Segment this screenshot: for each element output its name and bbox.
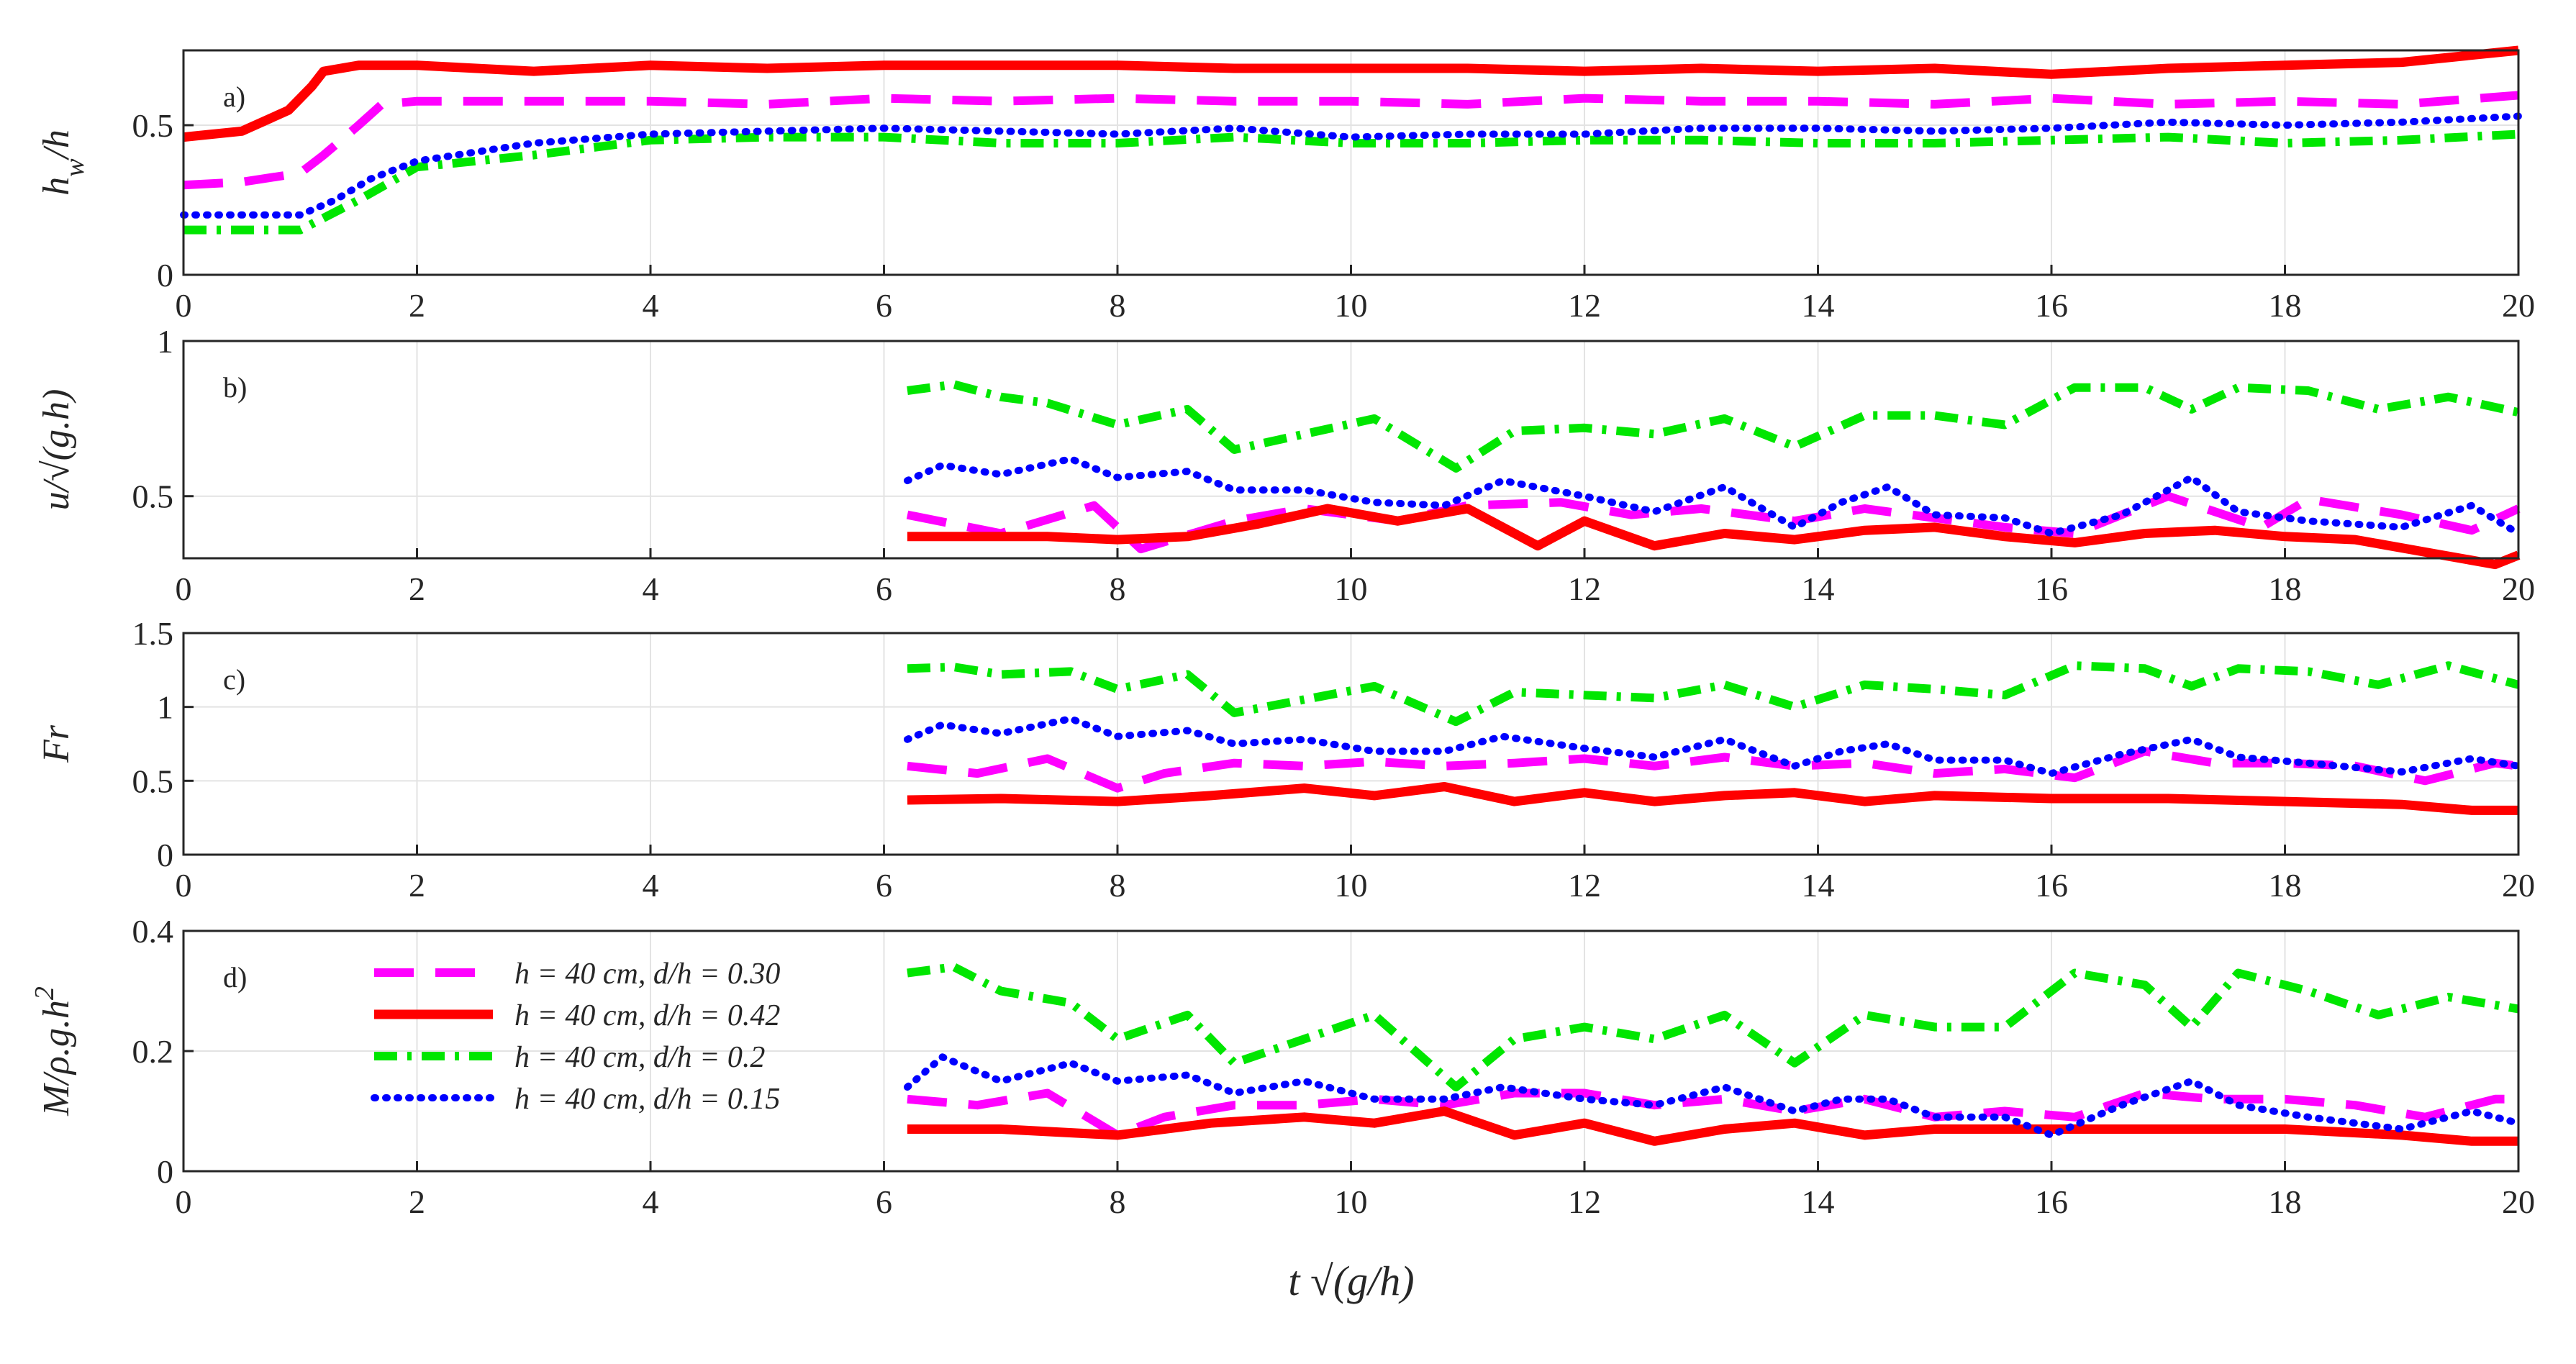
x-tick-label: 12 xyxy=(1568,287,1601,324)
y-axis-label: M/ρ.g.h2 xyxy=(30,986,77,1117)
x-tick-label: 2 xyxy=(409,867,425,904)
x-tick-label: 14 xyxy=(1802,287,1835,324)
x-tick-label: 18 xyxy=(2269,570,2302,607)
x-tick-label: 10 xyxy=(1335,1183,1368,1220)
y-tick-label: 0 xyxy=(157,837,173,873)
series-line-2 xyxy=(907,1106,2518,1146)
x-tick-label: 20 xyxy=(2502,287,2535,324)
x-tick-label: 16 xyxy=(2035,287,2068,324)
x-tick-label: 4 xyxy=(643,867,659,904)
x-tick-label: 8 xyxy=(1110,867,1126,904)
series-line-4 xyxy=(904,715,2522,778)
series-line-4 xyxy=(180,112,2522,219)
y-tick-label: 0 xyxy=(157,1153,173,1190)
x-tick-label: 12 xyxy=(1568,867,1601,904)
x-tick-label: 20 xyxy=(2502,867,2535,904)
panel-label: a) xyxy=(223,81,245,113)
y-tick-label: 0.4 xyxy=(132,913,174,950)
x-tick-label: 4 xyxy=(643,287,659,324)
x-tick-label: 6 xyxy=(876,867,892,904)
y-tick-label: 0.2 xyxy=(132,1033,174,1070)
legend-label-4: h = 40 cm, d/h = 0.15 xyxy=(514,1083,780,1116)
x-tick-label: 6 xyxy=(876,287,892,324)
x-tick-label: 10 xyxy=(1335,867,1368,904)
x-tick-label: 20 xyxy=(2502,1183,2535,1220)
x-tick-label: 6 xyxy=(876,570,892,607)
x-tick-label: 4 xyxy=(643,570,659,607)
x-tick-label: 12 xyxy=(1568,1183,1601,1220)
y-tick-label: 1 xyxy=(157,323,173,360)
x-tick-label: 2 xyxy=(409,287,425,324)
x-tick-label: 18 xyxy=(2269,287,2302,324)
y-axis-label: u/√(g.h) xyxy=(36,389,77,511)
x-tick-label: 6 xyxy=(876,1183,892,1220)
panel-c: 0 2 4 6 8 10 12 14 16 18 20 0 0.5 1 1.5 c) Fr xyxy=(36,615,2535,904)
x-tick-label: 16 xyxy=(2035,1183,2068,1220)
y-tick-label: 0.5 xyxy=(132,107,174,144)
x-tick-label: 2 xyxy=(409,1183,425,1220)
series-line-2 xyxy=(907,782,2518,815)
x-tick-label: 16 xyxy=(2035,867,2068,904)
series-line-4 xyxy=(904,1053,2522,1139)
x-tick-label: 12 xyxy=(1568,570,1601,607)
panel-label: c) xyxy=(223,663,245,696)
x-tick-label: 0 xyxy=(176,287,192,324)
x-axis-label: t √(g/h) xyxy=(1288,1258,1414,1304)
x-tick-label: 16 xyxy=(2035,570,2068,607)
legend-label-3: h = 40 cm, d/h = 0.2 xyxy=(514,1041,765,1074)
series-line-1 xyxy=(907,1088,2518,1140)
x-tick-label: 14 xyxy=(1802,570,1835,607)
legend-label-1: h = 40 cm, d/h = 0.30 xyxy=(514,958,780,991)
x-tick-label: 14 xyxy=(1802,1183,1835,1220)
x-tick-label: 14 xyxy=(1802,867,1835,904)
series-line-2 xyxy=(907,504,2521,570)
series-line-1 xyxy=(183,91,2519,190)
x-tick-label: 4 xyxy=(643,1183,659,1220)
series-line-4 xyxy=(904,455,2522,537)
y-tick-label: 0.5 xyxy=(132,763,174,799)
y-axis-label: hw/h xyxy=(36,129,90,196)
x-tick-label: 0 xyxy=(176,867,192,904)
panel-label: d) xyxy=(223,961,247,994)
panel-a: 0 2 4 6 8 10 12 14 16 18 20 0 0.5 a) hw/h xyxy=(36,45,2535,324)
x-tick-label: 18 xyxy=(2269,867,2302,904)
series-line-3 xyxy=(183,129,2519,235)
y-axis-label: Fr xyxy=(36,724,77,763)
x-tick-label: 8 xyxy=(1110,570,1126,607)
y-tick-label: 1 xyxy=(157,689,173,726)
series-line-3 xyxy=(907,661,2520,727)
series-line-2 xyxy=(183,45,2519,142)
panel-d: 0 2 4 6 8 10 12 14 16 18 20 0 0.2 0.4 d) M/ρ.g.h2 xyxy=(30,913,2535,1220)
series-line-3 xyxy=(907,963,2520,1092)
panel-b: 0 2 4 6 8 10 12 14 16 18 20 0.5 1 b) u/√(g.h) xyxy=(36,323,2535,607)
legend-label-2: h = 40 cm, d/h = 0.42 xyxy=(514,999,780,1032)
x-tick-label: 10 xyxy=(1335,570,1368,607)
y-tick-label: 1.5 xyxy=(132,615,174,652)
x-tick-label: 0 xyxy=(176,1183,192,1220)
series-line-1 xyxy=(907,747,2519,793)
panel-label: b) xyxy=(223,371,247,404)
x-tick-label: 8 xyxy=(1110,1183,1126,1220)
series-line-1 xyxy=(906,491,2521,554)
x-tick-label: 10 xyxy=(1335,287,1368,324)
y-tick-label: 0.5 xyxy=(132,478,174,515)
legend: h = 40 cm, d/h = 0.30 h = 40 cm, d/h = 0.… xyxy=(371,958,780,1116)
x-tick-label: 2 xyxy=(409,570,425,607)
x-tick-label: 18 xyxy=(2269,1183,2302,1220)
x-tick-label: 8 xyxy=(1110,287,1126,324)
x-tick-label: 20 xyxy=(2502,570,2535,607)
y-tick-label: 0 xyxy=(157,257,173,294)
x-axis-label-text: t √(g/h) xyxy=(1288,1258,1414,1304)
x-tick-label: 0 xyxy=(176,570,192,607)
